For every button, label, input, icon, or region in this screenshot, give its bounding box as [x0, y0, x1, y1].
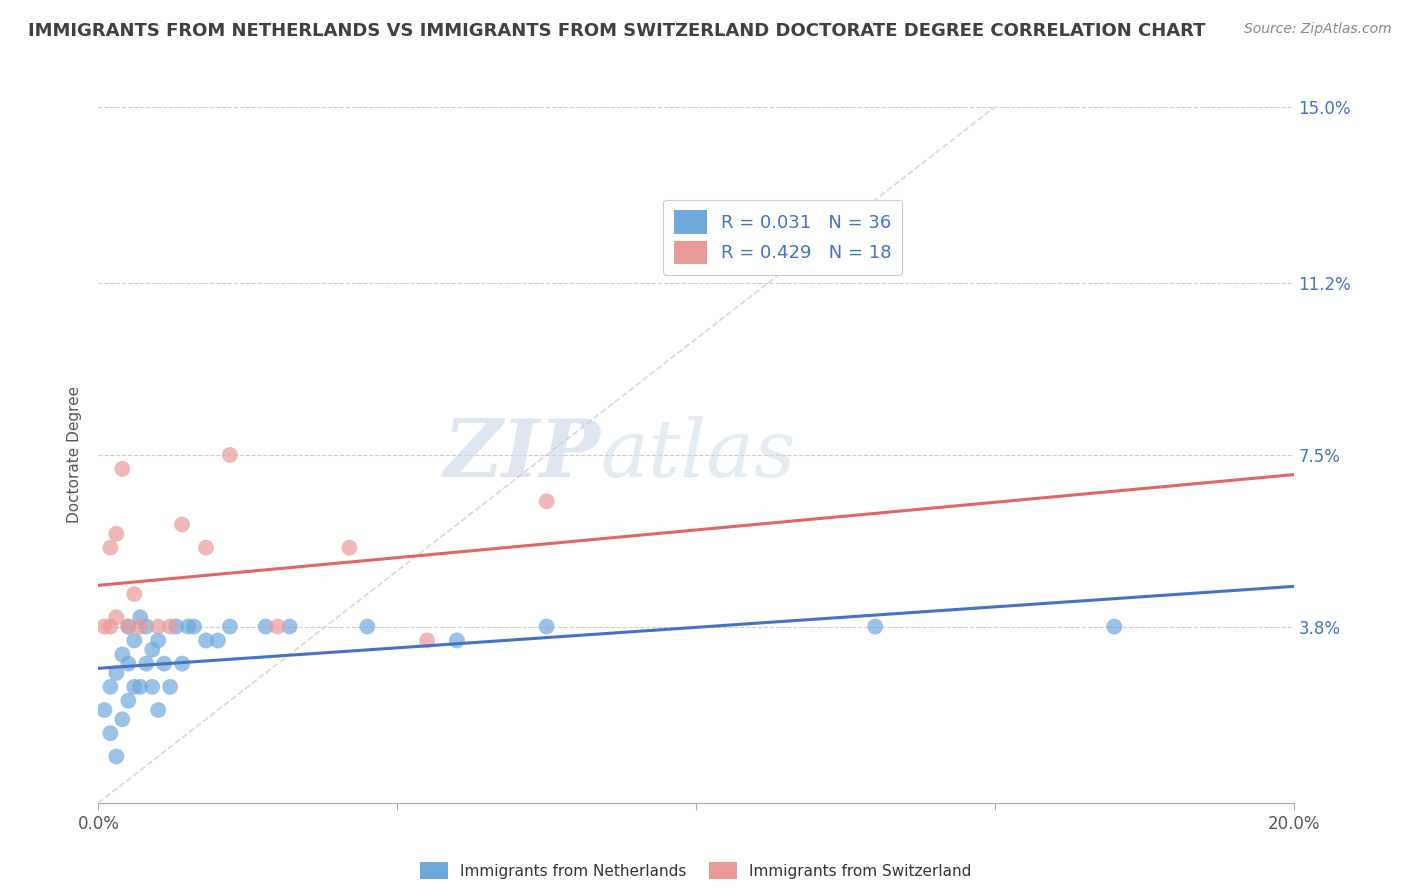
Point — [117, 619, 139, 633]
Point — [111, 712, 134, 726]
Point — [195, 633, 218, 648]
Point — [446, 633, 468, 648]
Point — [135, 619, 157, 633]
Point — [356, 619, 378, 633]
Point — [124, 680, 146, 694]
Point — [141, 680, 163, 694]
Point — [135, 657, 157, 671]
Point — [536, 494, 558, 508]
Legend: Immigrants from Netherlands, Immigrants from Switzerland: Immigrants from Netherlands, Immigrants … — [415, 855, 977, 886]
Point — [105, 610, 128, 624]
Point — [141, 642, 163, 657]
Point — [207, 633, 229, 648]
Point — [172, 517, 194, 532]
Point — [195, 541, 218, 555]
Point — [339, 541, 360, 555]
Point — [159, 680, 181, 694]
Point — [219, 448, 242, 462]
Point — [117, 694, 139, 708]
Point — [100, 619, 122, 633]
Point — [100, 726, 122, 740]
Point — [111, 462, 134, 476]
Text: atlas: atlas — [600, 417, 796, 493]
Point — [254, 619, 277, 633]
Point — [278, 619, 301, 633]
Point — [105, 665, 128, 680]
Point — [105, 749, 128, 764]
Point — [117, 619, 139, 633]
Point — [267, 619, 290, 633]
Point — [93, 619, 115, 633]
Point — [124, 633, 146, 648]
Y-axis label: Doctorate Degree: Doctorate Degree — [67, 386, 83, 524]
Point — [183, 619, 205, 633]
Point — [129, 610, 152, 624]
Point — [159, 619, 181, 633]
Point — [105, 526, 128, 541]
Text: ZIP: ZIP — [443, 417, 600, 493]
Point — [129, 680, 152, 694]
Point — [416, 633, 439, 648]
Point — [153, 657, 176, 671]
Point — [1104, 619, 1126, 633]
Point — [93, 703, 115, 717]
Point — [100, 680, 122, 694]
Point — [148, 703, 170, 717]
Point — [111, 648, 134, 662]
Point — [172, 657, 194, 671]
Point — [124, 587, 146, 601]
Text: Source: ZipAtlas.com: Source: ZipAtlas.com — [1244, 22, 1392, 37]
Point — [117, 657, 139, 671]
Point — [219, 619, 242, 633]
Point — [129, 619, 152, 633]
Point — [100, 541, 122, 555]
Point — [165, 619, 187, 633]
Point — [148, 619, 170, 633]
Point — [865, 619, 887, 633]
Point — [177, 619, 200, 633]
Point — [536, 619, 558, 633]
Point — [148, 633, 170, 648]
Text: IMMIGRANTS FROM NETHERLANDS VS IMMIGRANTS FROM SWITZERLAND DOCTORATE DEGREE CORR: IMMIGRANTS FROM NETHERLANDS VS IMMIGRANT… — [28, 22, 1205, 40]
